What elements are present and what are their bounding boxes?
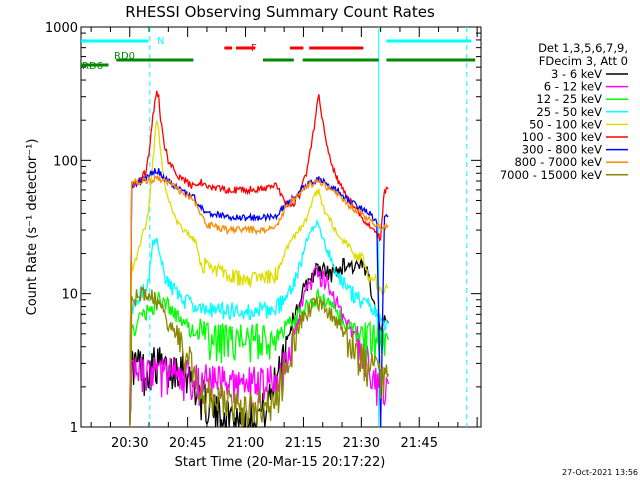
- legend-header-line-1: Det 1,3,5,6,7,9,: [538, 41, 628, 55]
- legend-entry-label: 6 - 12 keV: [544, 80, 602, 94]
- legend-header-line-2: FDecim 3, Att 0: [539, 54, 628, 68]
- series-line: [129, 90, 389, 428]
- series-line: [129, 168, 389, 428]
- chart-title: RHESSI Observing Summary Count Rates: [125, 3, 435, 21]
- legend-entry-label: 800 - 7000 keV: [514, 155, 602, 169]
- series-line: [129, 120, 389, 428]
- x-tick-label: 21:45: [401, 436, 438, 451]
- axis-ticks: [81, 26, 481, 428]
- plot-frame: [80, 26, 482, 428]
- x-axis-label: Start Time (20-Mar-15 20:17:22): [175, 455, 386, 470]
- series-line: [129, 265, 390, 428]
- y-tick-labels: 1 10 100 1000: [45, 21, 78, 436]
- legend-entry-label: 3 - 6 keV: [551, 67, 602, 81]
- legend-entry-label: 300 - 800 keV: [522, 143, 602, 157]
- y-tick-label: 1: [70, 421, 78, 436]
- x-tick-label: 21:15: [285, 436, 322, 451]
- flag-label: RD0: [114, 51, 135, 62]
- series-line: [129, 173, 389, 428]
- y-tick-label: 1000: [45, 21, 78, 36]
- legend: Det 1,3,5,6,7,9, FDecim 3, Att 0 3 - 6 k…: [500, 41, 628, 182]
- y-axis-label: Count Rate (s⁻¹ detector⁻¹): [25, 139, 40, 316]
- y-tick-label: 10: [61, 288, 78, 303]
- legend-entry-label: 100 - 300 keV: [522, 130, 602, 144]
- flag-label: RD6: [82, 61, 103, 72]
- series-line: [129, 284, 390, 428]
- y-tick-label: 100: [53, 154, 78, 169]
- x-tick-labels: 20:30 20:45 21:00 21:15 21:30 21:45: [111, 436, 438, 451]
- series-lines: [129, 90, 390, 428]
- flag-label: N: [157, 36, 164, 47]
- x-tick-label: 21:00: [227, 436, 264, 451]
- legend-entry-label: 12 - 25 keV: [536, 92, 602, 106]
- x-tick-label: 21:30: [343, 436, 380, 451]
- flag-bars: N F RD0 RD6: [81, 36, 476, 72]
- legend-entry-label: 7000 - 15000 keV: [500, 168, 602, 182]
- legend-entry-label: 25 - 50 keV: [536, 105, 602, 119]
- vertical-markers: [149, 27, 468, 427]
- legend-entry-label: 50 - 100 keV: [529, 117, 602, 131]
- x-tick-label: 20:45: [169, 436, 206, 451]
- x-tick-label: 20:30: [111, 436, 148, 451]
- flag-label: F: [251, 43, 257, 54]
- series-line: [129, 218, 389, 428]
- footer-timestamp: 27-Oct-2021 13:56: [562, 468, 638, 477]
- series-line: [129, 257, 389, 428]
